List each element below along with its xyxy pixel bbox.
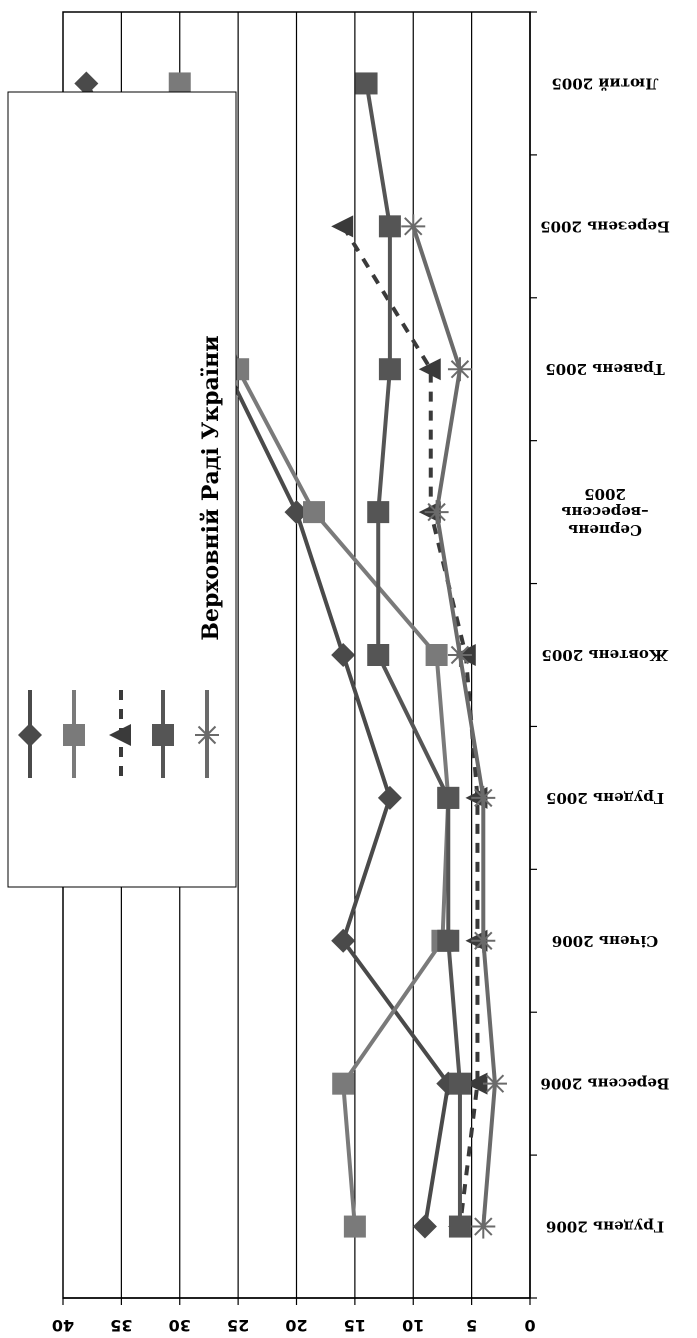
data-point — [471, 785, 496, 810]
data-point — [367, 501, 390, 524]
data-point — [418, 358, 441, 381]
x-tick-label-line: Грудень 2006 — [546, 1218, 664, 1236]
data-point — [331, 215, 354, 238]
y-tick-label: 35 — [110, 1316, 132, 1335]
data-point — [424, 500, 449, 525]
data-point — [437, 786, 460, 809]
data-point — [377, 785, 402, 810]
legend-sample-5 — [195, 690, 219, 778]
series-line — [411, 225, 497, 1227]
legend-marker — [109, 724, 131, 746]
data-point — [425, 644, 448, 666]
legend-title: Верховній Раді України — [198, 335, 224, 640]
x-tick-label-line: Лютий 2005 — [551, 74, 658, 92]
y-tick-label: 40 — [52, 1316, 74, 1335]
data-point — [401, 214, 426, 239]
x-tick-label: Вересень 2006 — [540, 1075, 669, 1093]
data-point — [355, 72, 378, 95]
data-point — [447, 357, 472, 382]
legend-marker — [195, 723, 219, 747]
data-point — [378, 215, 401, 238]
data-point — [284, 500, 309, 525]
legend-marker — [18, 723, 42, 747]
series-5 — [401, 214, 507, 1239]
x-tick-label: Січень 2006 — [552, 932, 658, 950]
data-point — [331, 928, 356, 953]
x-tick-label-line: Жовтень 2005 — [541, 646, 668, 664]
x-tick-label-line: Грудень 2005 — [546, 789, 664, 807]
x-tick-label-line: 2005 — [584, 485, 626, 503]
data-point — [331, 643, 356, 667]
legend: Верховній Раді України — [7, 91, 237, 888]
y-tick-label: 5 — [466, 1316, 477, 1335]
legend-samples — [18, 690, 219, 778]
legend-sample-4 — [152, 690, 174, 778]
legend-sample-1 — [18, 690, 42, 778]
data-point — [448, 1072, 471, 1095]
x-tick-label: Жовтень 2005 — [541, 646, 668, 664]
data-point — [303, 501, 326, 524]
legend-marker — [152, 724, 174, 746]
x-tick-label-line: Травень 2005 — [545, 360, 664, 378]
legend-sample-3 — [109, 690, 131, 778]
y-tick-label: 15 — [344, 1316, 366, 1335]
x-tick-label: Грудень 2006 — [546, 1218, 664, 1236]
legend-sample-2 — [63, 690, 85, 778]
data-point — [332, 1072, 355, 1095]
data-point — [74, 71, 99, 96]
data-point — [343, 1215, 366, 1238]
series-line — [341, 225, 480, 1227]
y-tick-label: 20 — [285, 1316, 307, 1335]
data-point — [412, 1214, 437, 1239]
data-point — [471, 1214, 496, 1239]
y-tick-label: 0 — [524, 1316, 535, 1335]
y-tick-label: 30 — [169, 1316, 191, 1335]
x-tick-label-line: Вересень 2006 — [540, 1075, 669, 1093]
x-tick-label: Лютий 2005 — [551, 74, 658, 92]
x-tick-label-line: Серпень — [568, 521, 642, 539]
x-tick-label-line: –вересень — [561, 503, 648, 521]
data-point — [482, 1071, 507, 1096]
x-tick-label: Березень 2005 — [540, 217, 670, 235]
data-point — [447, 643, 472, 667]
axes: 0 5 10 15 20 25 30 35 40 Лютий 2005 Березень 2005 Т… — [52, 11, 670, 1335]
y-tick-label: 25 — [227, 1316, 249, 1335]
x-tick-label-line: Січень 2006 — [552, 932, 658, 950]
data-point — [437, 929, 460, 952]
x-tick-label-line: Березень 2005 — [540, 217, 670, 235]
data-point — [367, 644, 390, 666]
data-point — [168, 72, 191, 95]
x-tick-label: Травень 2005 — [545, 360, 664, 378]
data-point — [378, 358, 401, 381]
x-tick-label: Серпень–вересень2005 — [561, 485, 648, 539]
y-tick-label: 10 — [402, 1316, 424, 1335]
data-point — [471, 928, 496, 953]
x-tick-label: Грудень 2005 — [546, 789, 664, 807]
data-point — [465, 1072, 488, 1095]
series-4 — [355, 72, 471, 1238]
legend-marker — [63, 724, 85, 746]
data-point — [448, 1215, 471, 1238]
